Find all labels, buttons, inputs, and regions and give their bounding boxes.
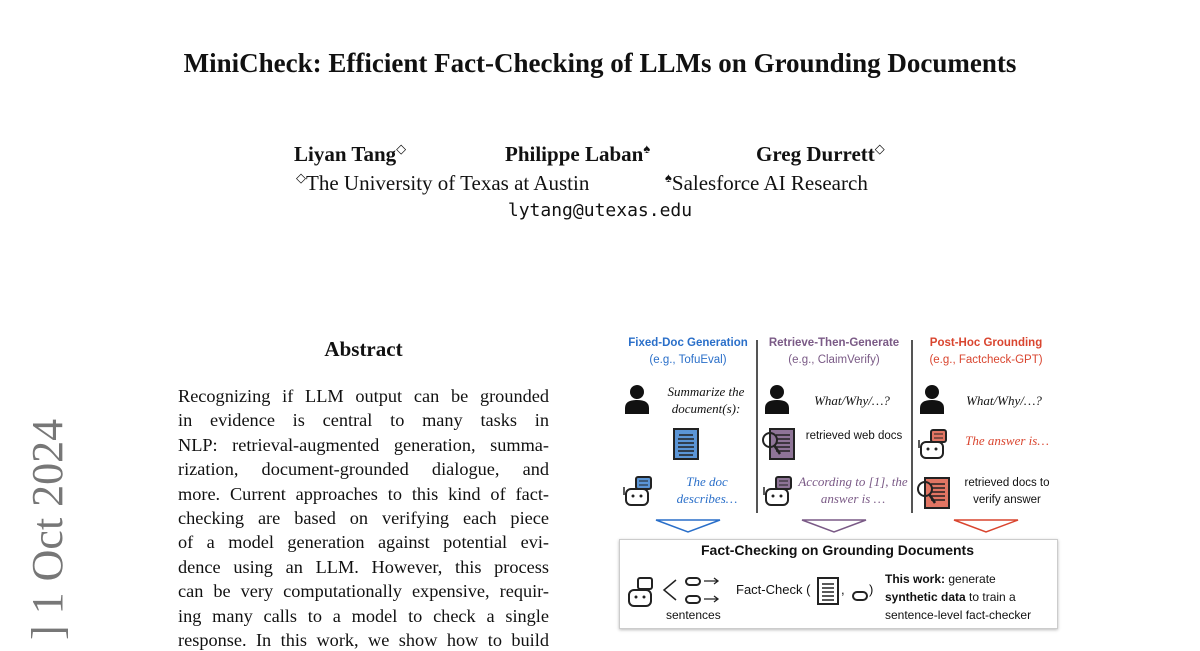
affil-mark: ◇ [396, 141, 407, 156]
split-arrows-icon [662, 576, 722, 611]
paper-title: MiniCheck: Efficient Fact-Checking of LL… [183, 48, 1017, 78]
abstract-line: response. In this work, we show how to b… [178, 630, 549, 650]
middle-text: retrieved web docs [805, 430, 903, 442]
column-title: Retrieve-Then-Generate [768, 337, 900, 349]
abstract-line: Recognizing if LLM output can be grounde… [178, 386, 549, 406]
affil-mark: ♠ [665, 170, 672, 185]
column-example: (e.g., Factcheck-GPT) [929, 354, 1043, 366]
affiliation-name: The University of Texas at Austin [306, 171, 590, 195]
down-arrow-icon [655, 519, 721, 538]
verify-text: retrieved docs to verify answer [964, 477, 1050, 506]
abstract-heading: Abstract [324, 337, 403, 361]
synthetic-bold: synthetic data [885, 590, 966, 604]
this-work-text: This work: generate synthetic data to tr… [885, 570, 1031, 624]
affil-mark: ◇ [874, 141, 885, 156]
column-example: (e.g., TofuEval) [649, 354, 727, 366]
user-icon [764, 384, 790, 419]
affil-mark: ◇ [296, 170, 306, 185]
arxiv-stamp: ] 1 Oct 2024 [23, 418, 72, 640]
this-work-2: to train a [965, 590, 1016, 604]
abstract-line: rization, document-grounded dialogue, an… [178, 459, 549, 480]
column-divider [911, 340, 913, 513]
author: Philippe Laban♠ [505, 141, 650, 167]
abstract-line: NLP: retrieval-augmented generation, sum… [178, 434, 549, 455]
sentence-icon [852, 588, 868, 606]
robot-icon [762, 475, 794, 512]
affil-mark: ♠ [643, 141, 651, 156]
comma: , [841, 582, 845, 597]
this-work-1: generate [945, 572, 996, 586]
author: Liyan Tang◇ [294, 141, 406, 167]
this-work-bold: This work: [885, 572, 946, 586]
author-name: Greg Durrett [756, 142, 875, 166]
column-divider [756, 340, 758, 513]
document-icon [673, 428, 699, 465]
fact-check-label: Fact-Check ( [736, 582, 811, 597]
column-title: Post-Hoc Grounding [929, 337, 1043, 349]
author: Greg Durrett◇ [756, 141, 885, 167]
affiliation: ♠Salesforce AI Research [665, 170, 868, 196]
robot-icon [917, 428, 949, 465]
close-paren: ) [869, 582, 874, 597]
user-query: Summarize the document(s): [667, 384, 745, 416]
abstract-line: ing many calls to a model to check a sin… [178, 605, 549, 626]
affiliation: ◇The University of Texas at Austin [296, 170, 589, 196]
sentences-label: sentences [666, 608, 721, 622]
answer-text: The doc describes… [676, 474, 738, 506]
abstract-line: more. Current approaches to this kind of… [178, 483, 549, 504]
abstract-line: can be very computationally expensive, r… [178, 581, 549, 602]
answer-text: According to [1], the answer is … [798, 474, 908, 506]
abstract-line: checking are based on verifying each pie… [178, 508, 549, 528]
user-query: What/Why/…? [966, 393, 1042, 408]
abstract-line: in evidence is central to many tasks in [178, 410, 549, 431]
user-icon [624, 384, 650, 419]
affiliation-name: Salesforce AI Research [671, 171, 868, 195]
retrieved-docs-icon [762, 428, 796, 465]
fact-check-box [619, 539, 1058, 629]
column-example: (e.g., ClaimVerify) [788, 354, 880, 366]
robot-icon [622, 475, 654, 512]
down-arrow-icon [953, 519, 1019, 538]
down-arrow-icon [801, 519, 867, 538]
robot-icon [626, 576, 656, 613]
document-icon [817, 577, 839, 610]
column-title: Fixed-Doc Generation [628, 337, 748, 349]
user-query: What/Why/…? [814, 393, 890, 408]
author-name: Liyan Tang [294, 142, 397, 166]
user-icon [919, 384, 945, 419]
author-name: Philippe Laban [505, 142, 644, 166]
email: lytang@utexas.edu [507, 200, 693, 221]
this-work-3: sentence-level fact-checker [885, 608, 1032, 622]
answer-text: The answer is… [965, 433, 1049, 448]
abstract-line: dence using an LLM. However, this proces… [178, 556, 549, 577]
retrieved-docs-icon [917, 477, 951, 514]
abstract-line: of a model generation against potential … [178, 532, 549, 553]
box-title: Fact-Checking on Grounding Documents [700, 542, 974, 558]
